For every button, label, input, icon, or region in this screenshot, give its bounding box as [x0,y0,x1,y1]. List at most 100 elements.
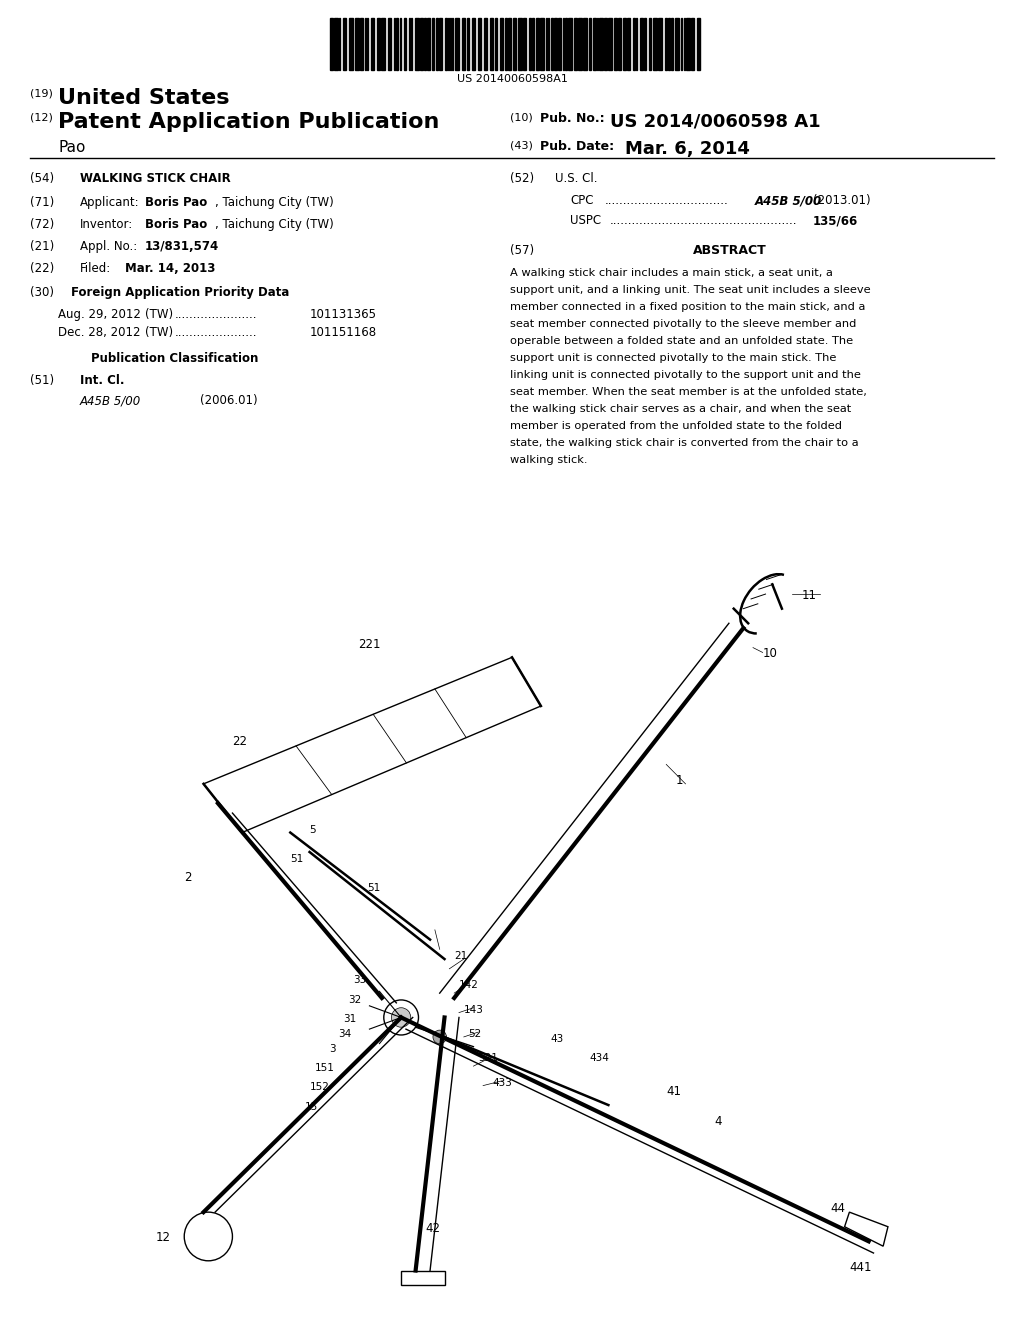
Text: 32: 32 [348,995,361,1005]
Text: Mar. 14, 2013: Mar. 14, 2013 [125,261,215,275]
Bar [565,18,567,70]
Bar [495,18,497,70]
Text: US 20140060598A1: US 20140060598A1 [457,74,567,84]
Bar [536,18,539,70]
Bar [554,18,557,70]
Text: 51: 51 [368,883,381,892]
Bar [583,18,587,70]
Text: (51): (51) [30,374,54,387]
Circle shape [391,1007,411,1027]
Bar [472,18,475,70]
Text: Pao: Pao [58,140,85,154]
Bar [608,18,612,70]
Text: support unit is connected pivotally to the main stick. The: support unit is connected pivotally to t… [510,352,837,363]
Text: Boris Pao: Boris Pao [145,218,207,231]
Text: Pub. Date:: Pub. Date: [540,140,614,153]
Bar [396,18,398,70]
Bar [627,18,630,70]
Bar [343,18,346,70]
Text: 33: 33 [353,975,367,986]
Text: Aug. 29, 2012: Aug. 29, 2012 [58,308,141,321]
Text: seat member. When the seat member is at the unfolded state,: seat member. When the seat member is at … [510,387,867,397]
Text: USPC: USPC [570,214,601,227]
Bar [415,18,419,70]
Bar [593,18,596,70]
Bar [540,18,544,70]
Bar [424,18,426,70]
Bar [668,18,670,70]
Text: the walking stick chair serves as a chair, and when the seat: the walking stick chair serves as a chai… [510,404,851,414]
Text: , Taichung City (TW): , Taichung City (TW) [215,195,334,209]
Text: , Taichung City (TW): , Taichung City (TW) [215,218,334,231]
Bar [508,18,511,70]
Text: linking unit is connected pivotally to the support unit and the: linking unit is connected pivotally to t… [510,370,861,380]
Text: A45B 5/00: A45B 5/00 [755,194,822,207]
Text: Inventor:: Inventor: [80,218,133,231]
Text: (19): (19) [30,88,53,98]
Bar [436,18,438,70]
Text: 142: 142 [459,981,479,990]
Bar [404,18,406,70]
Text: member is operated from the unfolded state to the folded: member is operated from the unfolded sta… [510,421,842,432]
Text: Pub. No.:: Pub. No.: [540,112,604,125]
Bar [334,18,338,70]
Bar [614,18,617,70]
Bar [505,18,507,70]
Text: operable between a folded state and an unfolded state. The: operable between a folded state and an u… [510,337,853,346]
Text: support unit, and a linking unit. The seat unit includes a sleeve: support unit, and a linking unit. The se… [510,285,870,294]
Bar [671,18,673,70]
Text: Int. Cl.: Int. Cl. [80,374,125,387]
Bar [529,18,531,70]
Text: 3: 3 [329,1044,336,1053]
Text: 1: 1 [676,774,683,787]
Text: 42: 42 [425,1221,440,1234]
Text: 15: 15 [305,1102,318,1111]
Text: 2: 2 [184,871,191,884]
Bar [578,18,582,70]
Bar [330,18,333,70]
Text: 433: 433 [493,1077,513,1088]
Text: Applicant:: Applicant: [80,195,139,209]
Text: 143: 143 [464,1005,483,1015]
Text: 4: 4 [715,1114,722,1127]
Bar [653,18,657,70]
Bar [349,18,353,70]
Bar [427,18,430,70]
Bar [589,18,591,70]
Text: .................................: ................................. [605,194,729,207]
Bar [445,18,447,70]
Text: state, the walking stick chair is converted from the chair to a: state, the walking stick chair is conver… [510,438,859,447]
Bar [686,18,690,70]
Bar [691,18,694,70]
Bar [467,18,469,70]
Bar [523,18,526,70]
Text: United States: United States [58,88,229,108]
Circle shape [433,1030,446,1044]
Text: Publication Classification: Publication Classification [91,352,259,366]
Text: 22: 22 [232,735,248,748]
Text: (54): (54) [30,172,54,185]
Bar [532,18,534,70]
Bar [697,18,700,70]
Text: Boris Pao: Boris Pao [145,195,207,209]
Text: 135/66: 135/66 [813,214,858,227]
Bar [500,18,503,70]
Bar [381,18,385,70]
Text: 151: 151 [314,1063,334,1073]
Text: (TW): (TW) [145,308,173,321]
Text: (71): (71) [30,195,54,209]
Text: Filed:: Filed: [80,261,112,275]
Text: ..................................................: ........................................… [610,214,798,227]
Bar [432,18,434,70]
Text: ABSTRACT: ABSTRACT [693,244,767,257]
Text: CPC: CPC [570,194,594,207]
Text: ......................: ...................... [175,326,257,339]
Bar [355,18,359,70]
Bar [658,18,662,70]
Text: 31: 31 [343,1014,356,1024]
Bar [518,18,522,70]
Text: 101131365: 101131365 [310,308,377,321]
Bar [388,18,391,70]
Text: 51: 51 [290,854,303,863]
Bar [377,18,380,70]
